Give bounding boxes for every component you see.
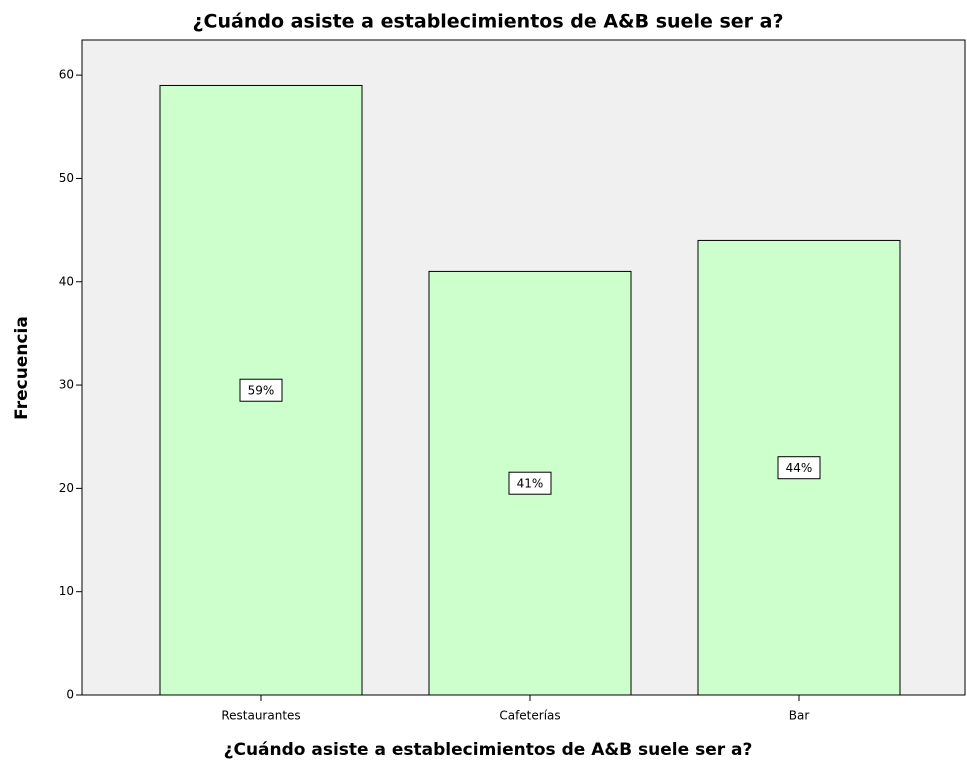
y-tick-label: 20 (59, 481, 74, 495)
value-label: 41% (517, 477, 544, 491)
y-tick-label: 30 (59, 378, 74, 392)
x-tick-label: Cafeterías (499, 709, 560, 723)
value-label: 44% (786, 461, 813, 475)
value-label-box (239, 378, 283, 402)
bar (428, 270, 632, 696)
chart-title: ¿Cuándo asiste a establecimientos de A&B… (193, 11, 784, 33)
value-label-box (777, 456, 821, 480)
y-tick-label: 60 (59, 68, 74, 82)
value-label: 59% (248, 384, 275, 398)
y-tick-label: 50 (59, 171, 74, 185)
value-label-box (508, 471, 552, 495)
y-axis-title: Frecuencia (12, 316, 32, 420)
y-tick-label: 10 (59, 584, 74, 598)
y-tick-label: 40 (59, 274, 74, 288)
x-axis-title: ¿Cuándo asiste a establecimientos de A&B… (224, 740, 753, 760)
y-tick-label: 0 (66, 688, 74, 702)
x-tick-label: Restaurantes (221, 709, 300, 723)
x-tick-label: Bar (789, 709, 810, 723)
